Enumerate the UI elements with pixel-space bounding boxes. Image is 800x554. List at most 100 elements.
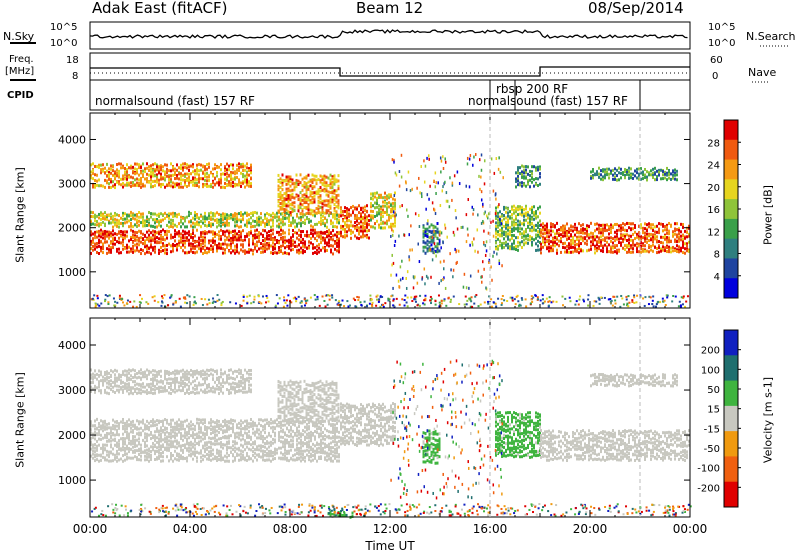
heatmap-cell-1-0 — [150, 419, 152, 423]
noise-cell — [393, 158, 395, 162]
heatmap-cell-0-3 — [321, 178, 324, 182]
heatmap-cell-0-7 — [537, 215, 539, 219]
heatmap-cell-1-0 — [250, 448, 252, 452]
noise-cell — [445, 191, 448, 195]
heatmap-cell-0-1 — [246, 213, 248, 217]
heatmap-cell-1-0 — [262, 435, 264, 439]
heatmap-cell-0-1 — [128, 219, 130, 223]
ground-scatter-cell — [574, 303, 577, 306]
heatmap-cell-0-2 — [218, 178, 220, 182]
heatmap-cell-0-7 — [505, 223, 507, 227]
heatmap-cell-1-0 — [238, 426, 240, 430]
heatmap-cell-0-0 — [322, 231, 324, 235]
heatmap-cell-0-0 — [200, 231, 202, 235]
heatmap-cell-0-8 — [674, 229, 676, 233]
heatmap-cell-0-9 — [521, 184, 523, 188]
heatmap-cell-0-7 — [511, 247, 513, 251]
heatmap-cell-0-8 — [540, 245, 542, 249]
noise-cell — [476, 228, 479, 232]
heatmap-cell-0-1 — [126, 220, 128, 224]
ground-scatter-cell — [469, 298, 472, 301]
heatmap-cell-0-1 — [166, 223, 168, 227]
heatmap-cell-0-0 — [128, 239, 130, 243]
heatmap-cell-0-2 — [136, 162, 138, 166]
heatmap-cell-1-0 — [136, 456, 138, 460]
ground-scatter-cell — [216, 299, 219, 302]
heatmap-cell-0-5 — [382, 221, 384, 225]
heatmap-cell-0-0 — [160, 245, 162, 249]
heatmap-cell-0-8 — [686, 235, 688, 239]
heatmap-cell-0-2 — [238, 166, 240, 170]
heatmap-cell-0-3 — [323, 187, 326, 191]
heatmap-cell-1-0 — [144, 454, 146, 458]
heatmap-cell-0-8 — [602, 238, 604, 242]
heatmap-cell-0-0 — [282, 229, 284, 233]
heatmap-cell-1-0 — [118, 439, 120, 443]
ground-scatter-cell — [578, 298, 581, 301]
heatmap-cell-1-0 — [240, 449, 242, 453]
heatmap-cell-0-4 — [342, 225, 344, 229]
noise-cell — [485, 286, 487, 290]
heatmap-cell-0-2 — [174, 171, 176, 175]
heatmap-cell-0-1 — [156, 225, 158, 229]
heatmap-cell-0-7 — [533, 228, 535, 232]
heatmap-cell-1-0 — [180, 432, 182, 436]
heatmap-cell-0-7 — [531, 240, 533, 244]
heatmap-cell-0-3 — [337, 174, 340, 178]
noise-cell — [480, 168, 483, 172]
heatmap-cell-0-8 — [674, 222, 676, 226]
heatmap-cell-0-0 — [248, 238, 250, 242]
heatmap-cell-0-6 — [426, 249, 429, 253]
heatmap-cell-0-8 — [672, 245, 674, 249]
heatmap-cell-0-0 — [296, 236, 298, 240]
heatmap-cell-1-0 — [96, 448, 98, 452]
heatmap-cell-1-0 — [108, 455, 110, 459]
ground-scatter-cell — [434, 300, 437, 303]
heatmap-cell-0-0 — [188, 250, 190, 254]
heatmap-cell-0-3 — [299, 202, 302, 206]
heatmap-cell-1-0 — [146, 439, 148, 443]
heatmap-cell-0-0 — [174, 235, 176, 239]
heatmap-cell-1-0 — [242, 457, 244, 461]
heatmap-cell-1-0 — [252, 442, 254, 446]
heatmap-cell-0-8 — [602, 249, 604, 253]
heatmap-cell-0-7 — [505, 234, 507, 238]
heatmap-cell-0-8 — [632, 222, 634, 226]
heatmap-cell-0-8 — [564, 241, 566, 245]
noise-cell — [440, 159, 443, 163]
heatmap-cell-0-7 — [521, 240, 523, 244]
nave-label: Nave — [748, 66, 777, 79]
heatmap-cell-0-8 — [562, 229, 564, 233]
ground-scatter-cell — [592, 304, 595, 307]
heatmap-cell-1-0 — [130, 430, 132, 434]
heatmap-cell-0-2 — [214, 177, 216, 181]
heatmap-cell-1-0 — [176, 446, 178, 450]
ground-scatter-cell — [170, 295, 173, 298]
heatmap-cell-0-1 — [120, 216, 122, 220]
heatmap-cell-0-5 — [386, 201, 388, 205]
heatmap-cell-1-0 — [92, 449, 94, 453]
noise-cell — [440, 231, 443, 235]
heatmap-cell-0-10 — [640, 177, 642, 181]
heatmap-cell-0-1 — [226, 213, 228, 217]
heatmap-cell-0-6 — [428, 248, 431, 252]
heatmap-cell-1-0 — [114, 424, 116, 428]
ground-scatter-cell — [622, 303, 625, 306]
heatmap-cell-0-2 — [246, 176, 248, 180]
heatmap-cell-1-0 — [216, 419, 218, 423]
heatmap-cell-0-8 — [552, 241, 554, 245]
heatmap-cell-1-0 — [98, 422, 100, 426]
heatmap-cell-0-0 — [250, 248, 252, 252]
heatmap-cell-0-8 — [578, 235, 580, 239]
ground-scatter-cell — [141, 297, 144, 300]
heatmap-cell-0-1 — [282, 215, 284, 219]
heatmap-cell-0-8 — [598, 245, 600, 249]
heatmap-cell-0-3 — [311, 173, 314, 177]
heatmap-cell-1-0 — [106, 422, 108, 426]
heatmap-cell-0-1 — [164, 216, 166, 220]
heatmap-cell-0-2 — [188, 165, 190, 169]
heatmap-cell-1-0 — [110, 430, 112, 434]
heatmap-cell-0-3 — [301, 177, 304, 181]
heatmap-cell-1-0 — [108, 426, 110, 430]
ground-scatter-cell — [649, 296, 652, 299]
